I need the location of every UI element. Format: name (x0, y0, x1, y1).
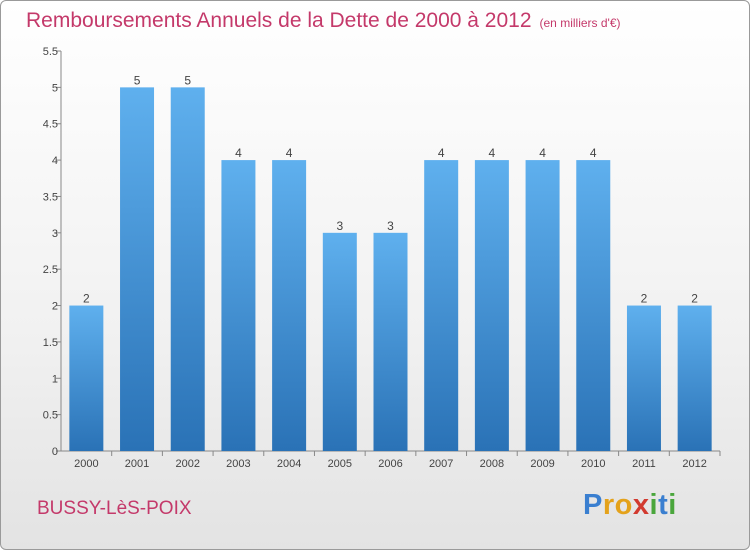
x-tick-label: 2000 (74, 458, 98, 470)
bar (120, 87, 155, 451)
chart-bars (69, 87, 712, 451)
logo-letter: r (602, 489, 615, 521)
x-tick-label: 2008 (480, 458, 504, 470)
bar-value-label: 4 (438, 146, 445, 160)
bar-value-label: 2 (641, 292, 648, 306)
bar (525, 160, 560, 451)
bar (424, 160, 459, 451)
x-tick-label: 2007 (429, 458, 453, 470)
bar-value-label: 4 (286, 146, 293, 160)
logo-letter: P (583, 489, 603, 521)
bar (272, 160, 307, 451)
bar (221, 160, 256, 451)
y-tick-label: 0 (52, 446, 58, 458)
y-tick-label: 5.5 (43, 46, 58, 58)
x-tick-label: 2005 (328, 458, 352, 470)
bar (474, 160, 509, 451)
bar-value-label: 4 (590, 146, 597, 160)
bar (677, 305, 712, 451)
bar-value-label: 2 (83, 292, 90, 306)
y-tick-label: 3 (52, 228, 58, 240)
bar (626, 305, 661, 451)
chart-subtitle: (en milliers d'€) (539, 16, 621, 30)
x-tick-label: 2001 (125, 458, 149, 470)
logo-letter: i (649, 489, 659, 521)
y-tick-label: 1.5 (43, 337, 58, 349)
y-tick-label: 4 (52, 155, 58, 167)
logo-letter: o (614, 489, 633, 521)
x-tick-label: 2009 (530, 458, 554, 470)
bar-value-label: 4 (235, 146, 242, 160)
x-tick-label: 2011 (632, 458, 656, 470)
y-tick-label: 2.5 (43, 264, 58, 276)
bar (322, 232, 357, 451)
x-tick-label: 2002 (175, 458, 199, 470)
y-tick-label: 5 (52, 82, 58, 94)
x-tick-label: 2006 (378, 458, 402, 470)
chart-title: Remboursements Annuels de la Dette de 20… (26, 9, 532, 32)
bar-value-label: 4 (489, 146, 496, 160)
bar-value-label: 5 (134, 73, 141, 87)
chart-title-block: Remboursements Annuels de la Dette de 20… (26, 9, 621, 33)
bar (170, 87, 205, 451)
commune-name: BUSSY-LèS-POIX (37, 498, 192, 519)
logo-letter: x (632, 489, 650, 521)
y-tick-label: 2 (52, 301, 58, 313)
bar-value-label: 3 (387, 219, 394, 233)
y-tick-label: 4.5 (43, 119, 58, 131)
bar-value-label: 2 (691, 292, 698, 306)
x-tick-label: 2010 (581, 458, 605, 470)
y-tick-label: 0.5 (43, 410, 58, 422)
bar-value-label: 4 (539, 146, 546, 160)
bar-value-label: 5 (184, 73, 191, 87)
proxiti-logo: Proxiti (583, 489, 677, 522)
bar (373, 232, 408, 451)
bar (69, 305, 104, 451)
chart-labels: 2 2000 5 2001 5 2002 4 2003 4 2004 3 2005 3 2006 4 2007… (74, 73, 707, 470)
logo-letter: t (658, 489, 669, 521)
x-tick-label: 2004 (277, 458, 301, 470)
bar (576, 160, 611, 451)
x-tick-label: 2012 (682, 458, 706, 470)
y-tick-label: 1 (52, 373, 58, 385)
x-tick-label: 2003 (226, 458, 250, 470)
bar-value-label: 3 (336, 219, 343, 233)
logo-letter: i (668, 489, 677, 521)
y-tick-label: 3.5 (43, 191, 58, 203)
